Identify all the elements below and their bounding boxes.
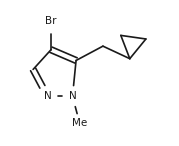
Text: Br: Br	[45, 16, 57, 26]
Text: N: N	[69, 91, 76, 101]
Text: N: N	[43, 91, 51, 101]
Text: Me: Me	[72, 118, 87, 128]
